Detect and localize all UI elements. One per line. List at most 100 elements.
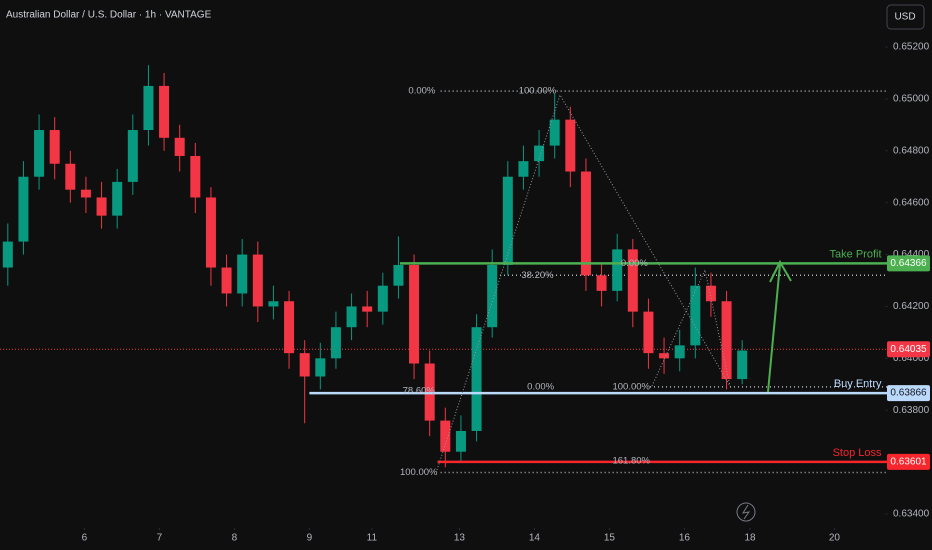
currency-button[interactable]	[886, 4, 925, 30]
candle-body	[96, 197, 107, 216]
arrow-head	[769, 259, 792, 283]
candle-body	[205, 197, 216, 268]
candle-body	[237, 254, 248, 294]
candle-body	[127, 130, 138, 182]
x-tick-label: 8	[232, 533, 238, 544]
candle-body	[502, 176, 513, 265]
candle-body	[643, 311, 654, 354]
y-tick-label: 0.64200	[893, 301, 930, 312]
candle-body	[409, 264, 420, 364]
level-name: Stop Loss	[833, 447, 882, 459]
candle-body	[252, 254, 263, 307]
level-name: Buy Entry	[834, 378, 882, 390]
price-badge-label: 0.64366	[890, 258, 927, 269]
price-badge	[887, 341, 930, 358]
y-tick-label: 0.64000	[893, 353, 930, 364]
candle-body	[34, 130, 45, 177]
candle-body	[455, 430, 466, 452]
candle-body	[80, 189, 91, 198]
level-name: Take Profit	[830, 248, 882, 260]
fib-label: 0.00%	[408, 86, 435, 97]
candle-body	[674, 345, 685, 359]
replay-icon[interactable]	[736, 502, 756, 522]
candle-body	[2, 241, 13, 268]
price-badge	[887, 453, 930, 470]
candle-body	[18, 176, 29, 242]
icon-circle	[736, 502, 756, 522]
currency-label: USD	[894, 12, 915, 23]
price-badge-label: 0.63866	[890, 388, 927, 399]
candle-body	[690, 285, 701, 346]
icon-bolt	[741, 504, 751, 520]
candle-body	[221, 267, 232, 294]
fib-label: 0.00%	[527, 381, 554, 392]
price-badge	[887, 385, 930, 402]
candle-body	[159, 85, 170, 138]
fib-label: 100.00%	[612, 381, 650, 392]
candle-body	[721, 301, 732, 380]
candle-body	[315, 358, 326, 377]
candle-body	[299, 353, 310, 377]
x-tick-label: 13	[454, 533, 466, 544]
candle-body	[143, 85, 154, 131]
price-badge-label: 0.64035	[890, 344, 927, 355]
candle-body	[487, 264, 498, 328]
candle-body	[565, 119, 576, 172]
fib-label: 0.00%	[621, 258, 648, 269]
x-tick-label: 20	[829, 533, 841, 544]
candle-body	[612, 249, 623, 291]
x-tick-label: 18	[744, 533, 756, 544]
zigzag	[436, 93, 731, 471]
candle-body	[65, 163, 76, 190]
x-tick-label: 11	[367, 533, 378, 544]
candle-body	[377, 285, 388, 312]
candle-body	[112, 181, 123, 216]
candle-body	[190, 155, 201, 198]
candle-body	[284, 301, 295, 354]
candle-body	[549, 119, 560, 146]
x-tick-label: 16	[679, 533, 691, 544]
y-tick-label: 0.63800	[893, 405, 930, 416]
fib-label: 78.60%	[403, 385, 436, 396]
y-tick-label: 0.64400	[893, 249, 930, 260]
target-arrow	[767, 259, 792, 393]
price-badge-label: 0.63601	[890, 456, 927, 467]
fib-label: 100.00%	[400, 467, 438, 478]
candle-body	[268, 301, 279, 307]
candle-body	[627, 249, 638, 312]
candle-body	[471, 327, 482, 431]
candle-body	[737, 350, 748, 380]
candle-body	[49, 130, 60, 164]
candle-body	[659, 353, 670, 359]
fib-label: 161.80%	[612, 455, 650, 466]
fib-label: 38.20%	[521, 270, 554, 281]
candle-body	[580, 171, 591, 276]
x-tick-label: 14	[529, 533, 541, 544]
y-tick-label: 0.64600	[893, 197, 930, 208]
candle-body	[596, 275, 607, 291]
candle-body	[518, 161, 529, 177]
price-badge	[887, 255, 930, 272]
fib-label: 100.00%	[519, 86, 557, 97]
x-tick-label: 7	[157, 533, 163, 544]
y-tick-label: 0.64800	[893, 145, 930, 156]
layers: 0.634000.636000.638000.640000.642000.644…	[0, 42, 930, 544]
candle-body	[330, 327, 341, 359]
candle-body	[705, 285, 716, 302]
candle-body	[346, 306, 357, 328]
x-tick-label: 6	[82, 533, 88, 544]
y-tick-label: 0.63400	[893, 509, 930, 520]
candle-body	[534, 145, 545, 162]
chart-title: Australian Dollar / U.S. Dollar · 1h · V…	[6, 10, 212, 21]
y-tick-label: 0.65000	[893, 94, 930, 105]
candle-body	[440, 420, 451, 452]
arrow-shaft	[767, 263, 781, 393]
candle-body	[174, 137, 185, 156]
candle-body	[393, 264, 404, 286]
y-tick-label: 0.65200	[893, 42, 930, 53]
x-tick-label: 9	[307, 533, 313, 544]
x-tick-label: 15	[604, 533, 616, 544]
candle-body	[362, 306, 373, 312]
